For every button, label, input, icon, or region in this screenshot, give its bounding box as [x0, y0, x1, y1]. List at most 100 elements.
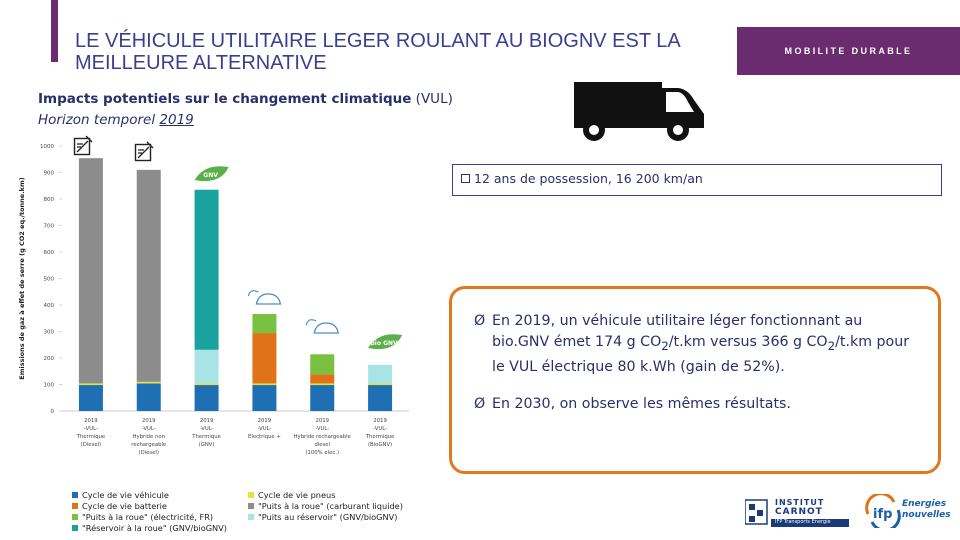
emissions-bar-chart: 0 100 200 300 400 500 600 700 800 900 1000 Emission… [18, 144, 409, 456]
legend-label: Cycle de vie véhicule [82, 490, 169, 500]
y-tick-label: 700 [44, 224, 55, 230]
electric-car-icon [247, 290, 282, 305]
subscript: 2 [827, 338, 836, 353]
x-tick-label: 2019 [373, 418, 386, 424]
arrow-bullet-icon: Ø [474, 313, 486, 329]
x-tick-label: 2019 [142, 418, 155, 424]
y-tick-label: 0 [51, 409, 55, 415]
section-tag: MOBILITE DURABLE [737, 27, 960, 75]
x-tick-label: 2019 [84, 418, 97, 424]
chart-subtitle-rest: (VUL) [411, 91, 453, 107]
bar-segment [310, 374, 335, 384]
x-tick-label: Thermique [76, 434, 106, 440]
note-icon [73, 135, 93, 156]
bar-segment [194, 189, 219, 350]
legend-label: "Puits à la roue" (électricité, FR) [82, 512, 214, 522]
y-tick-label: 600 [44, 250, 55, 256]
time-horizon-year: 2019 [159, 112, 194, 128]
time-horizon: Horizon temporel 2019 [38, 112, 194, 128]
legend-item: Cycle de vie pneus [248, 490, 335, 500]
gnv-badge-label: bio GNV [371, 340, 399, 347]
y-axis-label: Emissions de gaz à effet de serre (g CO2… [18, 177, 26, 380]
legend-item: "Puits au réservoir" (GNV/bioGNV) [248, 512, 397, 522]
legend-label: "Puits à la roue" (carburant liquide) [258, 501, 403, 511]
x-tick-label: -VUL- [373, 426, 387, 432]
chart-legend: Cycle de vie véhicule Cycle de vie pneus C… [72, 490, 432, 540]
ifp-logo-mark: ifp [865, 492, 901, 532]
result-text: En 2030, on observe les mêmes résultats. [492, 395, 791, 412]
bar-segment [194, 383, 219, 386]
legend-swatch [248, 503, 254, 509]
bar-segment [368, 385, 393, 411]
svg-text:ifp: ifp [873, 507, 892, 522]
bar-segment [252, 314, 277, 334]
legend-label: Cycle de vie batterie [82, 501, 167, 511]
carnot-line1: INSTITUT [775, 498, 825, 507]
x-tick-label: -VUL- [257, 426, 271, 432]
x-tick-label: Thermique [365, 434, 395, 440]
condition-text: 12 ans de possession, 16 200 km/an [474, 171, 703, 186]
result-item: Ø En 2030, on observe les mêmes résultat… [474, 394, 920, 415]
x-tick-label: (Diesel) [139, 450, 159, 456]
y-tick-label: 200 [44, 356, 55, 362]
x-tick-label: diesel [314, 442, 330, 448]
electric-car-icon [305, 319, 340, 334]
y-tick-label: 100 [44, 383, 55, 389]
legend-item: Cycle de vie véhicule [72, 490, 169, 500]
arrow-bullet-icon: Ø [474, 395, 486, 412]
legend-item: "Puits à la roue" (carburant liquide) [248, 501, 403, 511]
result-text: /t.km pour le VUL électrique 80 k.Wh (ga… [492, 334, 910, 375]
x-tick-label: (GNV) [199, 442, 215, 448]
legend-swatch [72, 525, 78, 531]
x-tick-label: -VUL- [142, 426, 156, 432]
carnot-logo-mark [744, 499, 849, 527]
y-tick-label: 400 [44, 303, 55, 309]
bar-segment [310, 385, 335, 411]
legend-label: "Puits au réservoir" (GNV/bioGNV) [258, 512, 398, 522]
legend-swatch [72, 514, 78, 520]
x-tick-label: (BioGNV) [368, 442, 392, 448]
ifp-line2: nouvelles [902, 510, 951, 520]
x-tick-label: Electrique + [248, 434, 281, 440]
legend-label: Cycle de vie pneus [258, 490, 336, 500]
condition-box: 12 ans de possession, 16 200 km/an [452, 164, 942, 196]
y-tick-label: 1000 [40, 144, 54, 150]
ifp-logo: ifp Energies nouvelles [864, 492, 952, 532]
result-text: /t.km versus 366 g CO [668, 334, 828, 350]
x-tick-label: rechargeable [131, 442, 166, 448]
x-tick-label: Hybride rechargeable [294, 434, 351, 440]
bar-segment [252, 383, 277, 386]
bar-segment [78, 383, 103, 386]
x-tick-label: Thermique [191, 434, 221, 440]
bar-segment [368, 364, 393, 384]
results-box: Ø En 2019, un véhicule utilitaire léger … [449, 286, 941, 474]
bar-segment [252, 333, 277, 384]
title-accent-bar [51, 0, 58, 62]
checkbox-bullet-icon [461, 174, 470, 183]
legend-item: Cycle de vie batterie [72, 501, 167, 511]
bar-segment [136, 169, 161, 382]
bar-segment [194, 385, 219, 411]
x-tick-label: (Diesel) [81, 442, 101, 448]
legend-item: "Réservoir à la roue" (GNV/bioGNV) [72, 523, 227, 533]
legend-swatch [248, 514, 254, 520]
bar-segment [368, 383, 393, 386]
subscript: 2 [661, 338, 669, 353]
x-tick-label: 2019 [258, 418, 271, 424]
time-horizon-prefix: Horizon temporel [38, 112, 160, 128]
y-tick-label: 300 [44, 330, 55, 336]
x-tick-label: -VUL- [84, 426, 98, 432]
note-icon [134, 141, 154, 162]
gnv-leaf-icon: GNV [194, 166, 229, 182]
x-tick-label: -VUL- [200, 426, 214, 432]
x-tick-label: -VUL- [315, 426, 329, 432]
legend-item: "Puits à la roue" (électricité, FR) [72, 512, 213, 522]
chart-subtitle-bold: Impacts potentiels sur le changement cli… [38, 91, 412, 107]
gnv-badge-label: GNV [203, 172, 218, 179]
result-item: Ø En 2019, un véhicule utilitaire léger … [474, 311, 920, 378]
result-text: En 2019, un véhicule utilitaire léger fo… [492, 313, 863, 350]
bar-segment [136, 381, 161, 384]
legend-swatch [72, 503, 78, 509]
carnot-line2: CARNOT [775, 507, 823, 517]
page-title: LE VÉHICULE UTILITAIRE LEGER ROULANT AU … [75, 30, 680, 74]
